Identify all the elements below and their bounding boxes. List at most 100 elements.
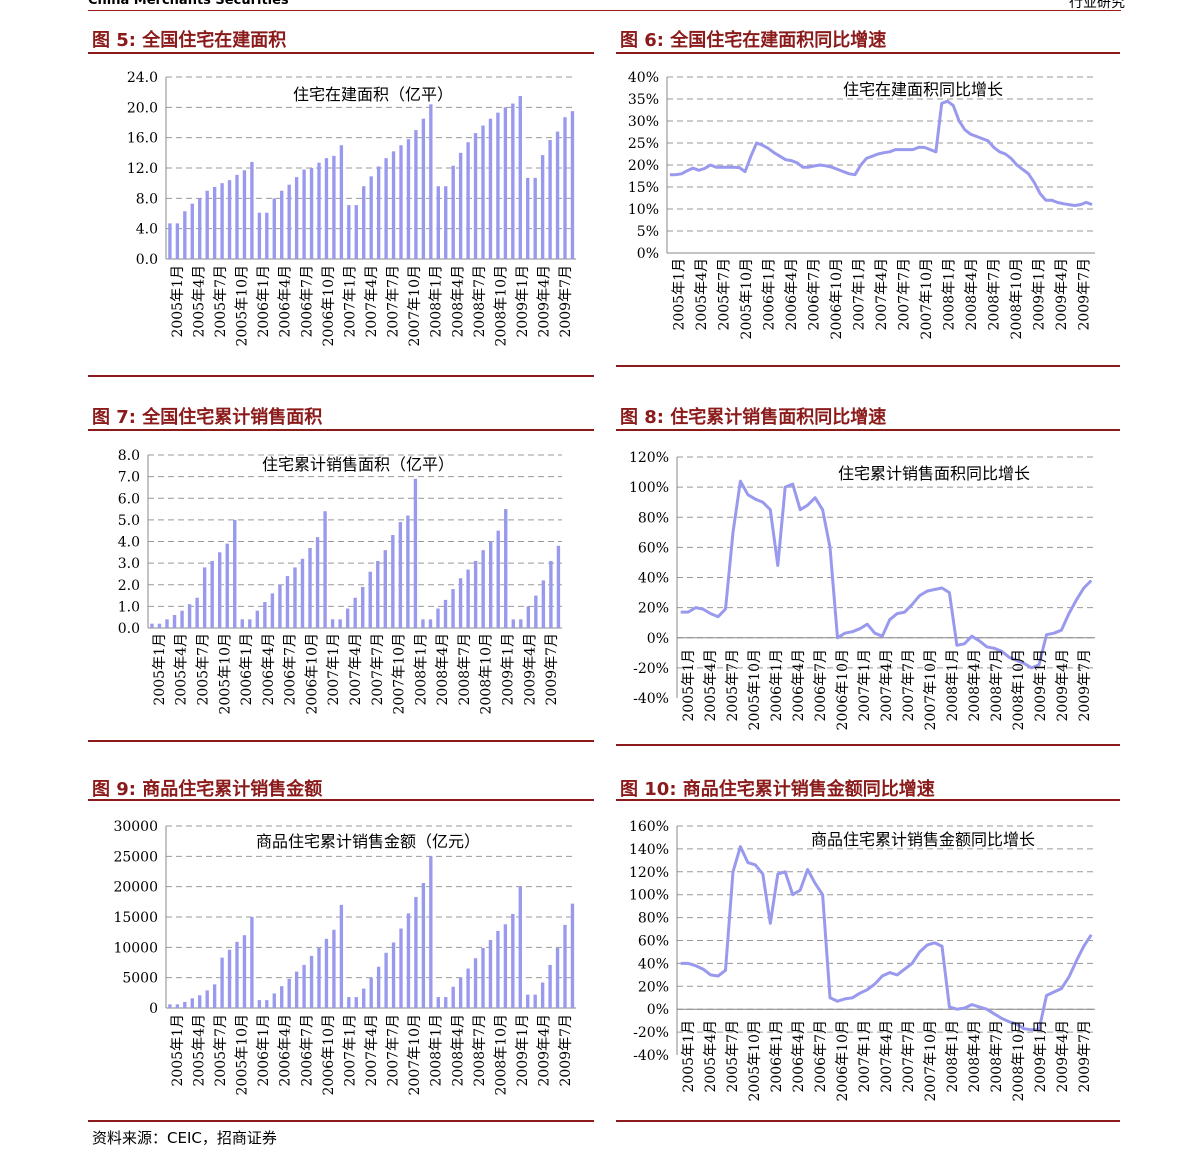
fig10-ytick-label: -40% (633, 1048, 669, 1064)
fig7-bar (187, 604, 192, 628)
fig7-title: 图 7: 全国住宅累计销售面积 (92, 407, 323, 428)
fig8-xtick-label: 2007年4月 (879, 649, 895, 722)
fig9-xtick-label: 2006年1月 (256, 1014, 272, 1087)
fig5-bar (496, 112, 500, 260)
fig9-bar (265, 1000, 269, 1008)
fig7-xtick-label: 2006年7月 (283, 633, 299, 706)
fig6-xtick-label: 2006年4月 (784, 258, 800, 331)
fig8-bottom-rule (616, 744, 1120, 746)
fig10-bottom-rule (616, 1120, 1120, 1122)
fig7-ytick-label: 7.0 (118, 470, 140, 486)
fig8-xtick-label: 2008年4月 (967, 649, 983, 722)
fig7-xtick-label: 2007年4月 (348, 633, 364, 706)
fig5-xtick-label: 2008年4月 (450, 265, 466, 338)
fig5-bar (518, 95, 522, 259)
fig7-bar (458, 578, 463, 628)
fig5-bar (190, 203, 194, 259)
fig6-xtick-label: 2009年4月 (1054, 258, 1070, 331)
fig5-bar (324, 158, 329, 259)
fig9-bar (555, 947, 560, 1008)
fig9-bar (257, 1000, 262, 1008)
fig9-xtick-label: 2008年4月 (450, 1014, 466, 1087)
fig7-ytick-label: 1.0 (118, 599, 140, 615)
fig10-title-rule (616, 799, 1120, 801)
fig7-ytick-label: 3.0 (118, 556, 140, 572)
fig5-bar (503, 107, 508, 259)
fig7-bar (556, 545, 561, 628)
fig10-ytick-label: 160% (629, 819, 669, 835)
fig8-xtick-label: 2008年10月 (1011, 649, 1027, 730)
fig5-xtick-label: 2009年1月 (515, 265, 531, 338)
fig6-ytick-label: 30% (628, 114, 659, 130)
fig7-ytick-label: 8.0 (118, 448, 140, 464)
fig5-xtick-label: 2005年7月 (213, 265, 229, 338)
fig6-chart: 0% 5% 10% 15% 20% 25% 30% 35% 40% 2005年1月 2005年4月 2… (628, 70, 1095, 339)
fig5-ytick-label: 0.0 (136, 252, 158, 268)
fig9-bar (518, 886, 522, 1008)
fig5-bar (570, 111, 575, 259)
fig9-xtick-label: 2006年7月 (299, 1014, 315, 1087)
fig7-bar (361, 586, 365, 628)
fig8-ytick-label: 80% (638, 510, 669, 526)
fig7-bar (165, 619, 169, 628)
fig10-xtick-label: 2009年4月 (1055, 1020, 1071, 1093)
fig7-bar (218, 552, 222, 628)
fig5-bar (280, 190, 284, 259)
fig7-bar (541, 580, 546, 628)
fig9-xtick-label: 2007年10月 (407, 1014, 423, 1095)
fig6-xtick-label: 2006年7月 (806, 258, 822, 331)
fig5-bar (339, 145, 344, 259)
fig5-bar (548, 139, 552, 259)
fig9-bar (332, 929, 336, 1008)
fig5-ytick-label: 8.0 (136, 191, 158, 207)
fig8-xtick-label: 2007年7月 (901, 649, 917, 722)
fig7-xtick-label: 2007年7月 (370, 633, 386, 706)
fig5-bar (332, 155, 336, 259)
fig5-bar (317, 162, 321, 259)
fig7-bar (511, 619, 515, 628)
fig9-bar (235, 941, 239, 1008)
fig7-bar (443, 599, 448, 628)
fig6-ytick-label: 0% (637, 246, 659, 262)
fig8-title-rule (616, 429, 1120, 431)
fig7-xtick-label: 2009年1月 (501, 633, 517, 706)
fig8-title: 图 8: 住宅累计销售面积同比增速 (620, 407, 887, 428)
fig6-title: 图 6: 全国住宅在建面积同比增速 (620, 30, 887, 51)
fig5-ytick-label: 12.0 (127, 161, 158, 177)
fig10-ytick-label: -20% (633, 1025, 669, 1041)
broker-name: China Merchants Securities (88, 0, 289, 8)
fig9-bar (466, 968, 470, 1008)
fig10-series-line (680, 845, 1093, 1032)
fig9-bar (347, 997, 351, 1008)
fig6-ytick-label: 35% (628, 92, 659, 108)
fig9-bar (548, 964, 552, 1008)
fig9-xtick-label: 2007年7月 (386, 1014, 402, 1087)
fig7-bar (323, 511, 327, 628)
fig7-bar (315, 537, 320, 628)
fig6-xtick-label: 2009年1月 (1032, 258, 1048, 331)
fig5-xtick-label: 2007年4月 (364, 265, 380, 338)
fig10-xtick-label: 2008年10月 (1011, 1020, 1027, 1101)
fig5-bar (414, 130, 418, 259)
fig5-xtick-label: 2006年4月 (278, 265, 294, 338)
fig8-xtick-label: 2005年4月 (703, 649, 719, 722)
fig9-bar (376, 966, 381, 1008)
header-rule (88, 10, 1121, 11)
fig5-xtick-label: 2008年10月 (494, 265, 510, 346)
fig7-xtick-label: 2008年10月 (479, 633, 495, 714)
fig9-xtick-label: 2009年7月 (558, 1014, 574, 1087)
fig5-chart-title: 住宅在建面积（亿平） (293, 85, 453, 104)
fig7-xtick-label: 2008年1月 (413, 633, 429, 706)
fig7-xtick-label: 2006年4月 (261, 633, 277, 706)
fig8-ytick-label: 120% (629, 450, 669, 466)
fig7-ytick-label: 2.0 (118, 578, 140, 594)
fig7-bar (534, 595, 538, 628)
fig5-bar (540, 155, 545, 259)
fig7-bar (255, 610, 260, 628)
fig5-xtick-label: 2005年10月 (235, 265, 251, 346)
fig5-bar (533, 177, 537, 259)
fig7-bar (353, 597, 357, 628)
fig10-xtick-label: 2007年7月 (901, 1020, 917, 1093)
fig7-xtick-label: 2009年4月 (522, 633, 538, 706)
